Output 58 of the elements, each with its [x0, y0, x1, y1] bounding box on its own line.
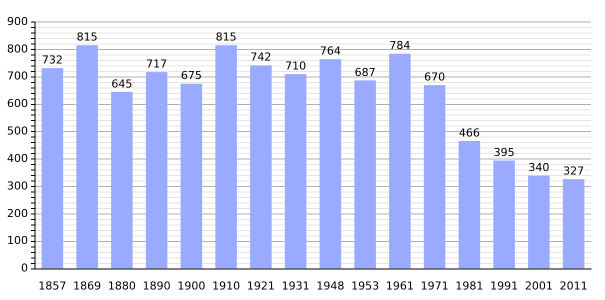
bar [424, 85, 446, 268]
data-label: 815 [216, 30, 237, 44]
x-tick-label: 1869 [73, 279, 102, 292]
y-tick-label: 600 [6, 97, 28, 110]
y-tick-label: 700 [6, 70, 28, 83]
data-label: 764 [320, 44, 341, 58]
x-tick-label: 1953 [351, 279, 380, 292]
data-label: 340 [528, 160, 550, 174]
data-label: 687 [354, 66, 376, 79]
bar [146, 72, 168, 268]
y-tick-label: 100 [6, 234, 28, 248]
x-tick-label: 1961 [386, 279, 414, 292]
bar [389, 54, 411, 268]
bar [250, 65, 272, 268]
x-tick-label: 1910 [212, 279, 240, 292]
y-tick-label: 500 [6, 124, 28, 138]
bar [562, 179, 584, 268]
bar [215, 45, 237, 268]
data-label: 327 [563, 164, 584, 178]
bar [354, 80, 376, 268]
y-tick-label: 900 [6, 14, 28, 28]
y-tick-label: 200 [6, 206, 28, 220]
x-tick-label: 1900 [177, 279, 206, 292]
data-label: 784 [389, 39, 410, 52]
data-label: 395 [494, 146, 515, 159]
data-label: 466 [458, 126, 480, 140]
data-label: 742 [250, 50, 272, 64]
bar [111, 92, 133, 268]
x-tick-label: 1921 [246, 279, 275, 292]
data-label: 645 [111, 77, 132, 90]
data-label: 732 [42, 53, 63, 66]
x-tick-label: 1971 [420, 279, 449, 292]
data-label: 710 [285, 59, 306, 72]
bar [528, 176, 550, 268]
bar [42, 68, 64, 268]
y-tick-label: 300 [6, 179, 28, 192]
x-tick-label: 1991 [490, 279, 518, 292]
data-label: 675 [180, 69, 202, 82]
bar [458, 141, 480, 268]
bar [180, 84, 202, 268]
bar [284, 74, 306, 268]
y-tick-label: 0 [20, 262, 28, 275]
bar [493, 160, 515, 268]
x-tick-label: 2011 [560, 279, 588, 292]
x-tick-label: 1857 [38, 279, 66, 292]
data-label: 815 [76, 30, 98, 44]
y-tick-label: 400 [6, 152, 28, 165]
data-label: 717 [146, 58, 168, 71]
y-tick-label: 800 [6, 42, 28, 56]
x-tick-label: 1890 [142, 279, 171, 292]
x-tick-label: 1931 [282, 279, 310, 292]
data-label: 670 [424, 70, 446, 84]
x-tick-label: 2001 [524, 279, 553, 292]
bar [320, 59, 342, 268]
x-tick-label: 1880 [108, 279, 136, 292]
x-tick-label: 1981 [455, 279, 484, 292]
x-tick-label: 1948 [316, 279, 344, 292]
bar [76, 45, 98, 268]
